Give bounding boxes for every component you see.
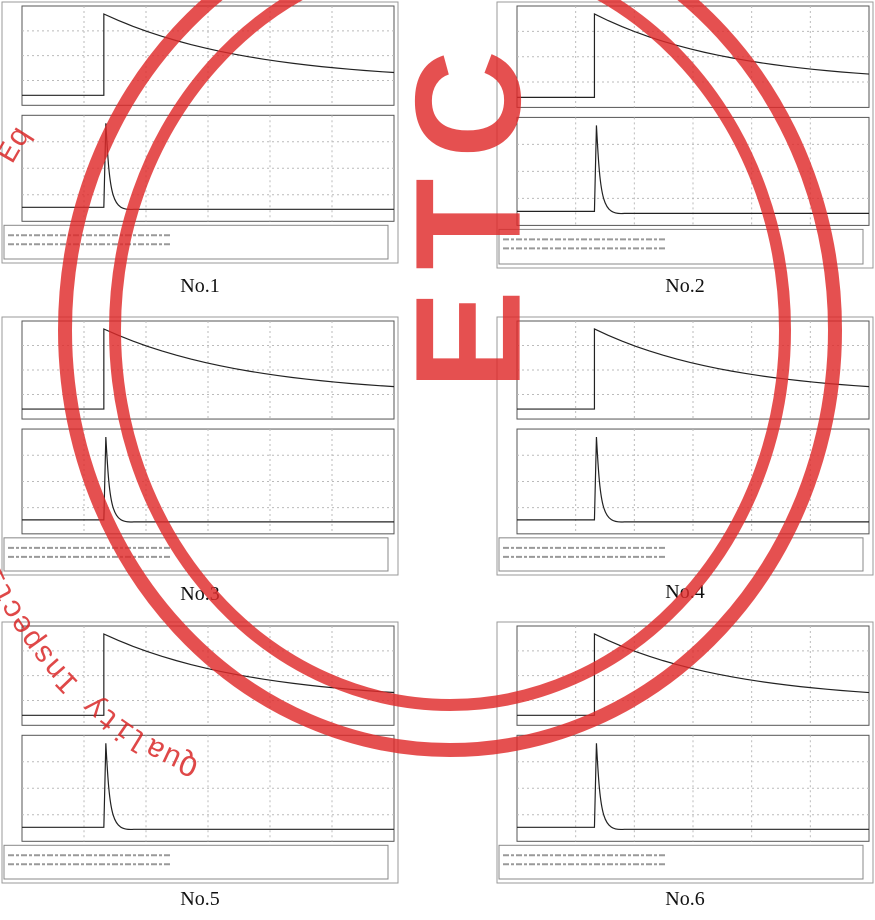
page: No.1No.2No.3No.4No.5No.6 Quality Inspect… — [0, 0, 875, 920]
panel-frame — [2, 2, 398, 263]
document: No.1No.2No.3No.4No.5No.6 Quality Inspect… — [0, 0, 875, 920]
stamp-ring-text-path: Quality Inspection and Test Center for E… — [0, 121, 204, 783]
info-box — [499, 229, 863, 264]
info-box — [499, 538, 863, 571]
panel-label: No.1 — [180, 275, 219, 297]
stamp-ring-text: Quality Inspection and Test Center for E… — [0, 121, 204, 783]
info-box — [4, 225, 388, 259]
info-box — [4, 845, 388, 879]
panel-label: No.5 — [180, 888, 219, 910]
stamp-mark: ETC — [384, 30, 552, 390]
panel-label: No.6 — [665, 888, 704, 910]
info-box — [499, 845, 863, 879]
panel-label: No.2 — [665, 275, 704, 297]
